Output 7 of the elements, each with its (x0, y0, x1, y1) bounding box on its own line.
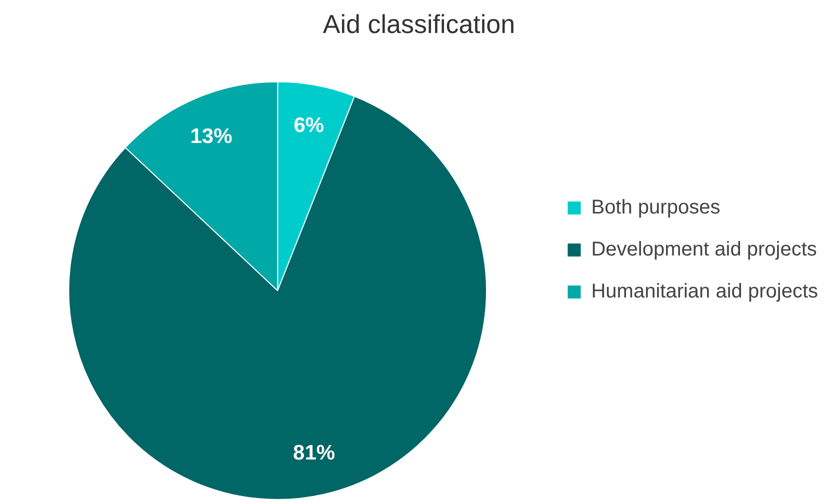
data-label: 6% (294, 114, 324, 138)
data-label: 81% (293, 441, 336, 464)
data-label: 13% (190, 125, 233, 148)
legend-label: Development aid projects (591, 238, 817, 261)
chart-title: Aid classification (322, 8, 516, 39)
legend-label: Both purposes (591, 196, 720, 219)
legend-label: Humanitarian aid projects (591, 280, 818, 303)
